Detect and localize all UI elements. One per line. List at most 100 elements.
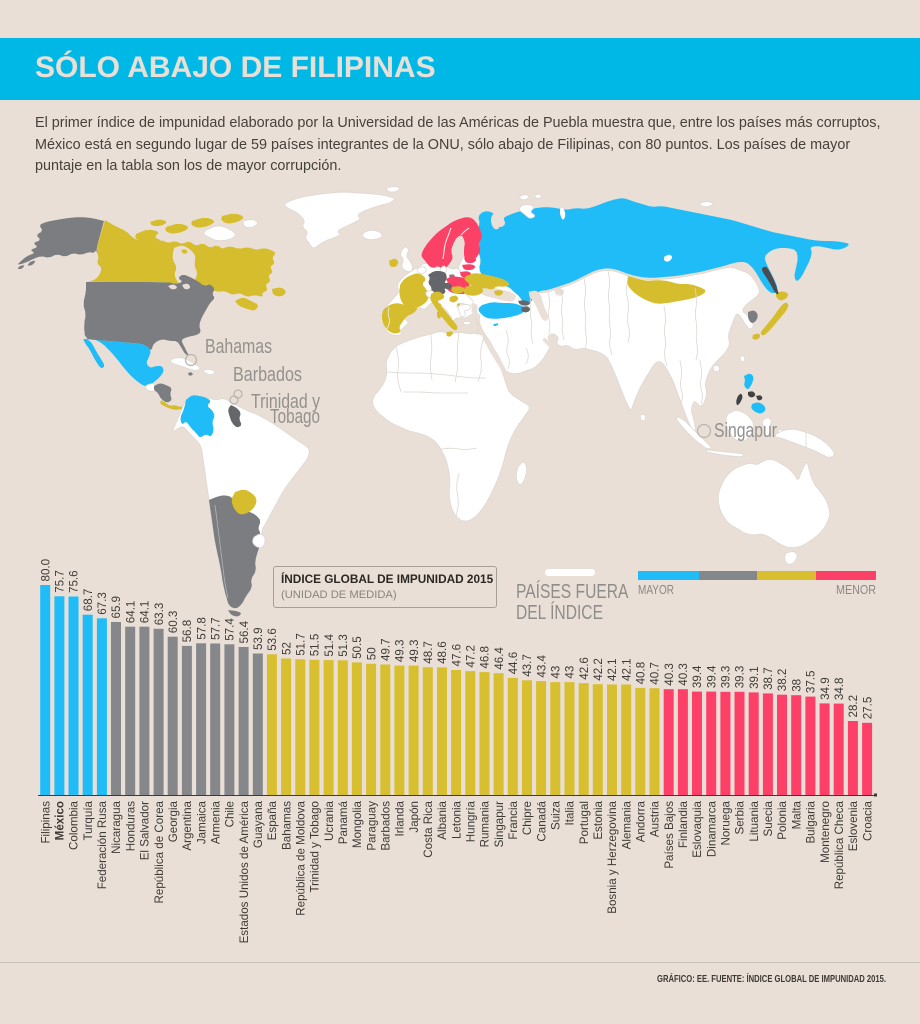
svg-text:27.5: 27.5 [861,697,874,720]
svg-text:57.4: 57.4 [224,618,237,641]
svg-text:34.8: 34.8 [833,678,846,701]
svg-text:57.8: 57.8 [195,617,208,640]
svg-text:Singapur: Singapur [714,419,777,442]
svg-text:Andorra: Andorra [635,800,648,842]
svg-text:Italia: Italia [564,800,577,825]
svg-text:Nicaragua: Nicaragua [110,800,123,853]
svg-text:Turquía: Turquía [82,800,95,840]
svg-text:Mongolia: Mongolia [351,800,364,848]
svg-text:Montenegro: Montenegro [819,801,832,863]
svg-text:Malta: Malta [790,800,803,829]
svg-text:47.6: 47.6 [450,644,463,667]
svg-text:Rumania: Rumania [479,800,492,847]
svg-text:75.7: 75.7 [54,570,67,593]
svg-text:Paraguay: Paraguay [365,801,378,851]
svg-text:El Salvador: El Salvador [139,801,152,860]
svg-text:Austria: Austria [649,800,662,837]
svg-text:38.7: 38.7 [762,667,775,690]
svg-text:España: España [266,800,279,840]
svg-text:39.3: 39.3 [720,666,733,689]
svg-text:42.6: 42.6 [578,657,591,680]
svg-text:MAYOR: MAYOR [638,582,674,597]
svg-text:46.4: 46.4 [493,647,506,670]
svg-text:República de Moldova: República de Moldova [295,800,308,915]
svg-text:51.5: 51.5 [309,634,322,657]
svg-text:Federación Rusa: Federación Rusa [96,800,109,889]
svg-text:República Checa: República Checa [833,800,846,889]
svg-text:Bahamas: Bahamas [205,335,272,358]
svg-text:Dinamarca: Dinamarca [705,800,718,857]
svg-text:Tobago: Tobago [270,405,320,428]
svg-text:44.6: 44.6 [507,652,520,675]
svg-text:37.5: 37.5 [805,671,818,694]
svg-text:Estados Unidos de América: Estados Unidos de América [238,800,251,943]
svg-text:56.4: 56.4 [238,620,251,643]
svg-text:Japón: Japón [408,801,421,833]
svg-text:51.3: 51.3 [337,634,350,657]
svg-text:48.6: 48.6 [436,641,449,664]
svg-text:38: 38 [790,679,803,692]
svg-text:Lituania: Lituania [748,800,761,841]
svg-text:48.7: 48.7 [422,641,435,664]
svg-text:Argentina: Argentina [181,800,194,850]
svg-text:Singapur: Singapur [493,801,506,848]
svg-text:Suiza: Suiza [550,800,563,830]
svg-text:56.8: 56.8 [181,620,194,643]
svg-text:43: 43 [564,666,577,679]
svg-text:43.4: 43.4 [535,654,548,677]
svg-text:40.3: 40.3 [663,663,676,686]
svg-text:Canadá: Canadá [535,800,548,841]
svg-text:GRÁFICO: EE. FUENTE: ÍNDICE GL: GRÁFICO: EE. FUENTE: ÍNDICE GLOBAL DE IM… [657,972,886,985]
svg-text:Bulgaria: Bulgaria [805,800,818,843]
svg-text:64.1: 64.1 [139,601,152,624]
svg-text:51.4: 51.4 [323,633,336,656]
svg-text:Trinidad y: Trinidad y [251,390,321,413]
svg-text:Filipinas: Filipinas [39,801,52,844]
svg-text:75.6: 75.6 [68,570,81,593]
svg-text:53.9: 53.9 [252,627,265,650]
svg-text:Colombia: Colombia [68,800,81,850]
svg-text:40.8: 40.8 [635,662,648,685]
svg-text:39.4: 39.4 [691,665,704,688]
svg-text:40.7: 40.7 [649,662,662,685]
svg-text:57.7: 57.7 [209,617,222,640]
svg-text:39.3: 39.3 [734,666,747,689]
svg-text:Países Bajos: Países Bajos [663,801,676,869]
svg-text:53.6: 53.6 [266,628,279,651]
svg-text:42.1: 42.1 [606,658,619,681]
svg-text:Bahamas: Bahamas [280,801,293,850]
svg-text:49.3: 49.3 [408,640,421,663]
svg-text:Barbados: Barbados [380,801,393,851]
svg-text:Hungría: Hungría [465,800,478,842]
svg-text:51.7: 51.7 [295,633,308,656]
svg-text:MENOR: MENOR [836,582,876,597]
svg-text:República de Corea: República de Corea [153,800,166,903]
svg-text:Francia: Francia [507,800,520,839]
svg-text:68.7: 68.7 [82,589,95,612]
svg-text:67.3: 67.3 [96,592,109,615]
svg-text:Barbados: Barbados [233,363,302,386]
svg-text:46.8: 46.8 [479,646,492,669]
svg-text:Portugal: Portugal [578,801,591,844]
svg-text:Honduras: Honduras [124,801,137,851]
svg-text:Suecia: Suecia [762,800,775,836]
svg-text:Costa Rica: Costa Rica [422,800,435,857]
svg-text:65.9: 65.9 [110,596,123,619]
svg-text:47.2: 47.2 [465,645,478,668]
svg-text:Georgia: Georgia [167,800,180,842]
svg-text:49.3: 49.3 [394,640,407,663]
svg-text:Irlanda: Irlanda [394,800,407,836]
svg-text:34.9: 34.9 [819,677,832,700]
svg-text:50.5: 50.5 [351,636,364,659]
svg-text:49.7: 49.7 [380,638,393,661]
svg-text:Croacia: Croacia [861,800,874,841]
svg-text:Armenia: Armenia [209,800,222,844]
svg-text:Jamaica: Jamaica [195,800,208,844]
svg-text:42.2: 42.2 [592,658,605,681]
svg-text:43: 43 [550,666,563,679]
svg-text:Eslovaquia: Eslovaquia [691,800,704,857]
svg-text:Guayana: Guayana [252,800,265,848]
svg-text:64.1: 64.1 [124,601,137,624]
svg-text:42.1: 42.1 [620,658,633,681]
svg-text:Polonia: Polonia [776,800,789,839]
